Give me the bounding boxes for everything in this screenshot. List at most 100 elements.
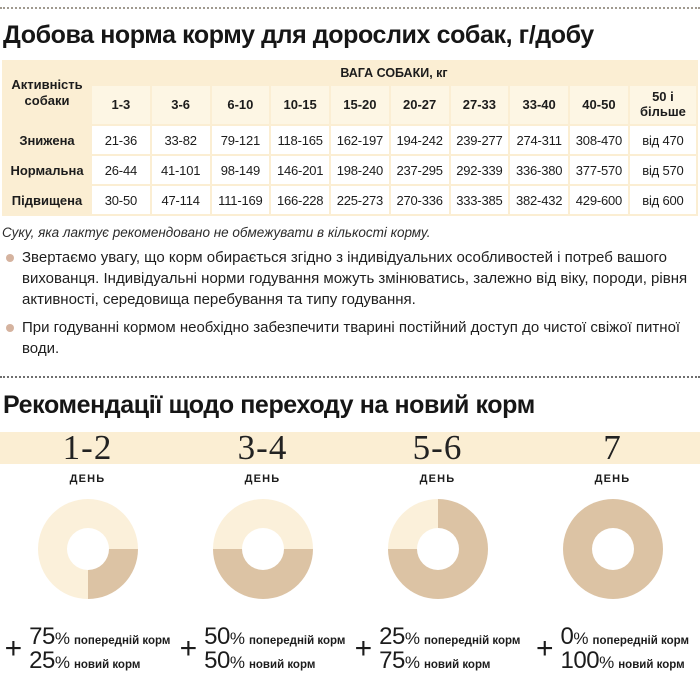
percent-sign: % — [404, 629, 420, 648]
weight-col-header: 20-27 — [390, 86, 449, 124]
new-food-label: новий корм — [423, 659, 491, 672]
table-cell: 198-240 — [331, 156, 389, 184]
plus-icon: + — [179, 632, 198, 666]
table-cell: 336-380 — [510, 156, 568, 184]
legend-day-1-2: + 75% попередній корм 25% новий корм — [0, 623, 175, 675]
donut-chart-day-1-2 — [37, 499, 138, 599]
note-item: Звертаємо увагу, що корм обирається згід… — [0, 247, 700, 310]
table-cell: 21-36 — [92, 126, 150, 154]
table-cell: 111-169 — [211, 186, 270, 214]
table-cell: 26-44 — [92, 156, 150, 184]
table-row-reduced-activity: Знижена 21-36 33-82 79-121 118-165 162-1… — [4, 126, 696, 154]
percent-sign: % — [54, 629, 70, 648]
legend-previous-line: 25% попередній корм — [379, 623, 521, 650]
bullet-icon — [6, 254, 14, 262]
percent-sign: % — [229, 629, 245, 648]
table-cell: 270-336 — [390, 186, 449, 214]
table-cell: 79-121 — [211, 126, 270, 154]
activity-row-label: Знижена — [19, 132, 75, 148]
donut-cell — [0, 499, 175, 599]
legend-new-line: 25% новий корм — [29, 647, 170, 675]
previous-food-label: попередній корм — [423, 635, 521, 647]
legend-lines: 75% попередній корм 25% новий корм — [29, 623, 171, 675]
legend-lines: 25% попередній корм 75% новий корм — [379, 623, 521, 675]
weight-col-header: 33-40 — [510, 86, 568, 124]
previous-percent: 0 — [560, 623, 574, 650]
percent-sign: % — [54, 653, 70, 673]
new-food-label: новий корм — [248, 659, 316, 672]
donut-chart-day-7 — [562, 499, 663, 599]
day-word: ДЕНЬ — [69, 473, 106, 485]
legend-previous-line: 75% попередній корм — [29, 623, 171, 650]
day-word: ДЕНЬ — [594, 473, 631, 485]
table-cell: 274-311 — [510, 126, 568, 154]
donut-cell — [175, 499, 350, 599]
legend-day-3-4: + 50% попередній корм 50% новий корм — [175, 623, 350, 675]
previous-percent: 25 — [379, 623, 405, 650]
plus-icon: + — [536, 632, 554, 666]
previous-percent: 75 — [29, 623, 55, 650]
activity-row-label: Підвищена — [11, 192, 83, 208]
day-word: ДЕНЬ — [419, 473, 456, 485]
new-percent: 25 — [29, 647, 55, 675]
previous-food-label: попередній корм — [73, 635, 171, 647]
plus-icon: + — [354, 632, 373, 666]
table-cell: 308-470 — [570, 126, 628, 154]
top-dotted-separator — [0, 7, 700, 9]
note-text: Звертаємо увагу, що корм обирається згід… — [22, 249, 688, 308]
day-range-label: 7 — [603, 428, 622, 467]
table-cell: 382-432 — [510, 186, 568, 214]
legends-row: + 75% попередній корм 25% новий корм + 5… — [0, 623, 700, 675]
weight-col-header: 6-10 — [211, 86, 270, 124]
legend-previous-line: 0% попередній корм — [560, 623, 689, 650]
new-percent: 75 — [379, 647, 405, 675]
activity-column-header: Активність собаки — [11, 77, 83, 108]
table-cell: 118-165 — [271, 126, 329, 154]
table-cell: 98-149 — [211, 156, 270, 184]
note-text: При годуванні кормом необхідно забезпечи… — [22, 319, 681, 357]
weight-col-header: 27-33 — [450, 86, 509, 124]
weight-group-header: ВАГА СОБАКИ, кг — [340, 66, 448, 80]
percent-sign: % — [404, 653, 420, 673]
table-cell: 292-339 — [450, 156, 509, 184]
table-cell: 166-228 — [271, 186, 329, 214]
table-cell: 33-82 — [151, 126, 210, 154]
new-percent: 50 — [204, 647, 230, 675]
percent-sign: % — [599, 653, 615, 673]
percent-sign: % — [229, 653, 245, 673]
table-cell: 333-385 — [450, 186, 509, 214]
table-cell: 237-295 — [390, 156, 449, 184]
weight-col-header: 10-15 — [271, 86, 329, 124]
weight-ranges-row: 1-3 3-6 6-10 10-15 15-20 20-27 27-33 33-… — [4, 86, 696, 124]
table-cell: 47-114 — [151, 186, 210, 214]
notes-list: Звертаємо увагу, що корм обирається згід… — [0, 247, 700, 359]
weight-col-header: 50 і більше — [629, 86, 696, 124]
section-dotted-separator — [0, 376, 700, 378]
legend-previous-line: 50% попередній корм — [204, 623, 346, 650]
table-row-normal-activity: Нормальна 26-44 41-101 98-149 146-201 19… — [4, 156, 696, 184]
percent-sign: % — [573, 629, 589, 648]
donut-chart-day-5-6 — [387, 499, 488, 599]
donut-chart-day-3-4 — [212, 499, 313, 599]
plus-icon: + — [4, 632, 23, 666]
table-cell: 41-101 — [151, 156, 210, 184]
day-range-label: 1-2 — [62, 428, 113, 467]
donut-charts-row — [0, 499, 700, 599]
feeding-norm-title: Добова норма корму для дорослих собак, г… — [3, 21, 594, 49]
table-row-increased-activity: Підвищена 30-50 47-114 111-169 166-228 2… — [4, 186, 696, 214]
legend-new-line: 75% новий корм — [379, 647, 520, 675]
new-food-label: новий корм — [73, 659, 141, 672]
weight-col-header: 1-3 — [92, 86, 150, 124]
day-word: ДЕНЬ — [244, 473, 281, 485]
legend-new-line: 50% новий корм — [204, 647, 345, 675]
note-item: При годуванні кормом необхідно забезпечи… — [0, 317, 700, 359]
day-number-band: 1-2 3-4 5-6 7 — [0, 428, 700, 467]
previous-food-label: попередній корм — [248, 635, 346, 647]
table-cell: 429-600 — [570, 186, 628, 214]
previous-percent: 50 — [204, 623, 230, 650]
lactating-note: Суку, яка лактує рекомендовано не обмежу… — [2, 225, 431, 240]
table-cell: від 470 — [629, 126, 696, 154]
activity-row-label: Нормальна — [10, 162, 84, 178]
legend-day-5-6: + 25% попередній корм 75% новий корм — [350, 623, 525, 675]
